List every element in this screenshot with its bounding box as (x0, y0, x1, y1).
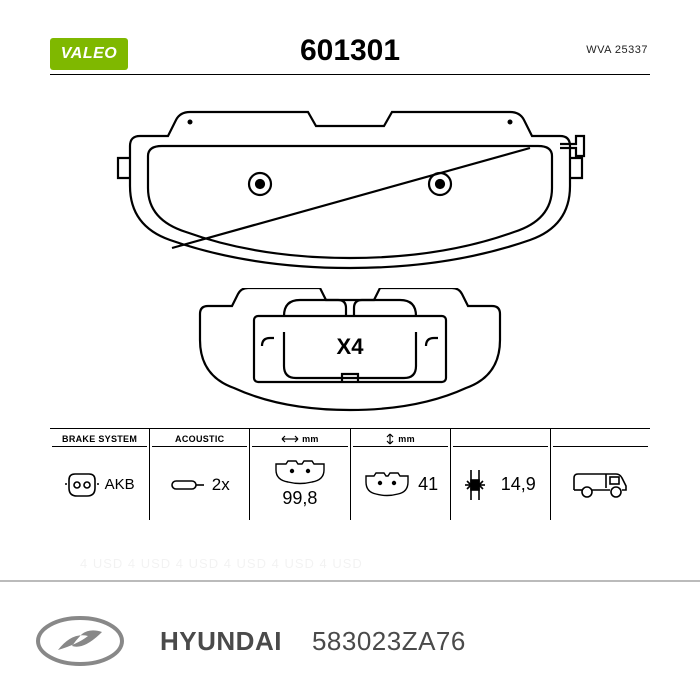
caliper-icon (65, 470, 99, 500)
footer: HYUNDAI 583023ZA76 (0, 580, 700, 700)
spec-header (453, 433, 548, 447)
van-icon (570, 468, 630, 502)
diagram-container: VALEO 601301 WVA 25337 (50, 30, 650, 520)
spec-header: mm (353, 433, 448, 447)
spec-brake-system: BRAKE SYSTEM AKB (50, 429, 150, 520)
sensor-icon (170, 475, 206, 495)
valeo-badge: VALEO (50, 38, 128, 70)
watermark: 4 USD 4 USD 4 USD 4 USD 4 USD 4 USD (80, 556, 363, 571)
spec-header (553, 433, 648, 447)
valeo-label: VALEO (61, 45, 117, 63)
pad-height-icon (362, 472, 412, 498)
spec-value: 41 (418, 474, 438, 495)
spec-vehicle (551, 429, 650, 520)
wva-code: WVA 25337 (586, 44, 648, 56)
spec-header: ACOUSTIC (152, 433, 247, 447)
spec-header: mm (252, 433, 347, 447)
spec-width: mm 99,8 (250, 429, 350, 520)
spec-value: 99,8 (282, 488, 317, 509)
brake-pad-front-icon (110, 108, 590, 278)
spec-value: 2x (212, 475, 230, 495)
unit-label: mm (302, 434, 319, 444)
spec-row: BRAKE SYSTEM AKB ACOUSTIC (50, 428, 650, 520)
hyundai-logo-icon (30, 611, 130, 671)
spec-height: mm 41 (351, 429, 451, 520)
pad-width-icon (272, 460, 328, 486)
spec-thickness: 14,9 (451, 429, 551, 520)
spec-header: BRAKE SYSTEM (52, 433, 147, 447)
unit-label: mm (398, 434, 415, 444)
arrow-v-icon (385, 433, 395, 445)
brand-name: HYUNDAI (160, 626, 282, 657)
spec-acoustic: ACOUSTIC 2x (150, 429, 250, 520)
multiplier-label: X4 (337, 334, 365, 359)
brake-pad-back-icon: X4 (188, 288, 512, 416)
spec-value: 14,9 (501, 474, 536, 495)
part-number: 601301 (300, 34, 400, 68)
divider (50, 74, 650, 75)
thickness-icon (465, 468, 495, 502)
arrow-h-icon (281, 434, 299, 444)
footer-part-code: 583023ZA76 (312, 626, 466, 657)
spec-value: AKB (105, 476, 135, 493)
